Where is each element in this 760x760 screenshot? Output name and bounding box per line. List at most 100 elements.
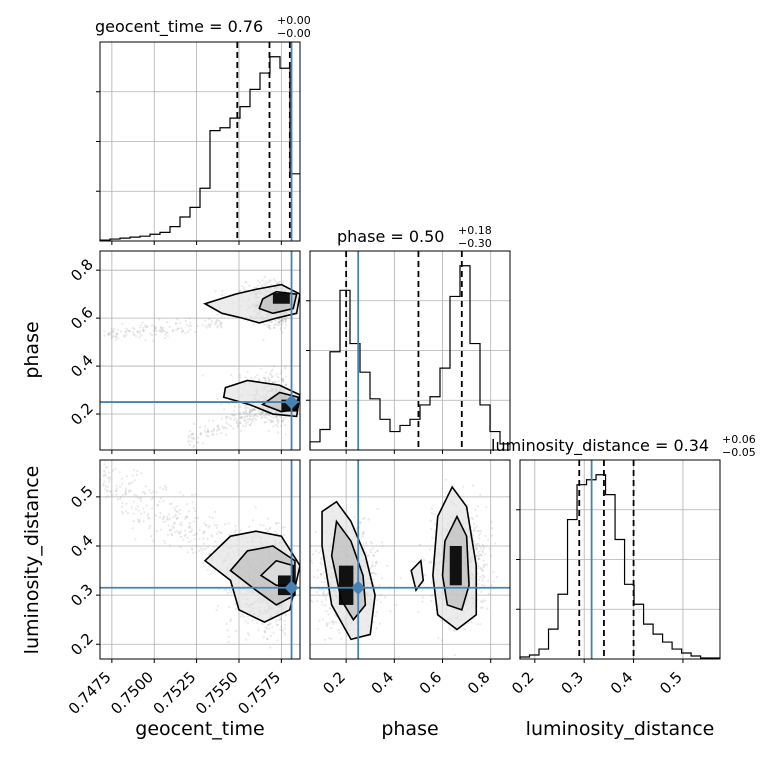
- sample-point: [187, 436, 190, 439]
- sample-point: [161, 517, 164, 521]
- sample-point: [148, 489, 151, 492]
- sample-point: [271, 625, 274, 628]
- sample-point: [106, 489, 109, 492]
- sample-point: [276, 421, 279, 424]
- sample-point: [142, 330, 145, 333]
- sample-point: [110, 333, 113, 336]
- sample-point: [269, 622, 272, 625]
- sample-point: [132, 500, 135, 503]
- sample-point: [207, 526, 210, 529]
- x-tick-label-luminosity-distance: 0.2: [508, 668, 538, 698]
- sample-point: [281, 319, 284, 322]
- sample-point: [134, 538, 137, 541]
- sample-point: [477, 567, 480, 570]
- sample-point: [119, 485, 122, 488]
- sample-point: [235, 629, 238, 632]
- sample-point: [219, 324, 223, 327]
- sample-point: [430, 512, 434, 515]
- sample-point: [369, 566, 372, 570]
- sample-point: [279, 319, 282, 323]
- sample-point: [284, 614, 287, 617]
- sample-point: [193, 509, 197, 513]
- sample-point: [228, 416, 231, 419]
- sample-point: [467, 621, 470, 624]
- sample-point: [280, 618, 283, 621]
- sample-point: [175, 328, 178, 332]
- sample-point: [318, 588, 321, 591]
- sample-point: [248, 415, 251, 418]
- sample-point: [116, 337, 120, 340]
- sample-point: [166, 517, 169, 520]
- sample-point: [276, 419, 279, 422]
- sample-point: [214, 320, 217, 323]
- sample-point: [190, 547, 194, 550]
- sample-point: [127, 490, 130, 493]
- sample-point: [270, 419, 273, 423]
- sample-point: [136, 331, 139, 334]
- sample-point: [241, 613, 244, 616]
- sample-point: [246, 632, 250, 635]
- sample-point: [240, 416, 243, 419]
- sample-point: [271, 380, 274, 383]
- sample-point: [321, 618, 324, 621]
- sample-point: [256, 415, 259, 418]
- sample-point: [219, 531, 222, 535]
- sample-point: [141, 326, 145, 330]
- x-tick-label-luminosity-distance: 0.3: [557, 668, 587, 698]
- sample-point: [275, 623, 278, 626]
- svg-text:+0.00: +0.00: [277, 14, 311, 27]
- sample-point: [428, 548, 432, 551]
- sample-point: [238, 413, 241, 416]
- sample-point: [158, 516, 162, 519]
- sample-point: [244, 410, 247, 413]
- sample-point: [216, 424, 220, 427]
- sample-point: [134, 508, 138, 511]
- sample-point: [265, 324, 268, 327]
- sample-point: [310, 559, 313, 562]
- sample-point: [372, 571, 376, 575]
- y-tick-label-luminosity-distance: 0.4: [67, 531, 97, 561]
- sample-point: [272, 631, 275, 635]
- sample-point: [374, 551, 377, 554]
- sample-point: [162, 326, 165, 329]
- sample-point: [240, 417, 243, 420]
- sample-point: [227, 635, 230, 638]
- sample-point: [252, 409, 255, 412]
- sample-point: [200, 432, 203, 435]
- sample-point: [493, 542, 497, 545]
- sample-point: [267, 414, 270, 417]
- sample-point: [266, 623, 270, 627]
- sample-point: [150, 491, 153, 495]
- sample-point: [249, 408, 252, 411]
- sample-point: [332, 622, 335, 626]
- sample-point: [477, 557, 480, 560]
- sample-point: [430, 560, 433, 563]
- sample-point: [473, 526, 476, 530]
- sample-point: [440, 639, 444, 642]
- sample-point: [124, 489, 127, 492]
- sample-point: [146, 514, 149, 517]
- sample-point: [315, 591, 318, 594]
- sample-point: [271, 368, 274, 371]
- sample-point: [248, 284, 251, 287]
- sample-point: [423, 558, 426, 562]
- sample-point: [283, 533, 286, 537]
- x-tick-label-luminosity-distance: 0.5: [656, 668, 686, 698]
- sample-point: [256, 279, 260, 282]
- sample-point: [480, 553, 483, 557]
- sample-point: [115, 335, 118, 338]
- sample-point: [162, 515, 166, 518]
- sample-point: [250, 410, 253, 413]
- sample-point: [257, 378, 261, 381]
- sample-point: [249, 423, 252, 427]
- sample-point: [239, 422, 242, 425]
- sample-point: [154, 514, 157, 517]
- sample-point: [208, 565, 211, 568]
- sample-point: [225, 415, 228, 418]
- y-tick-label-luminosity-distance: 0.5: [67, 482, 97, 512]
- sample-point: [124, 330, 127, 334]
- sample-point: [212, 419, 215, 422]
- sample-point: [475, 542, 478, 546]
- sample-point: [120, 477, 123, 480]
- sample-point: [190, 436, 193, 439]
